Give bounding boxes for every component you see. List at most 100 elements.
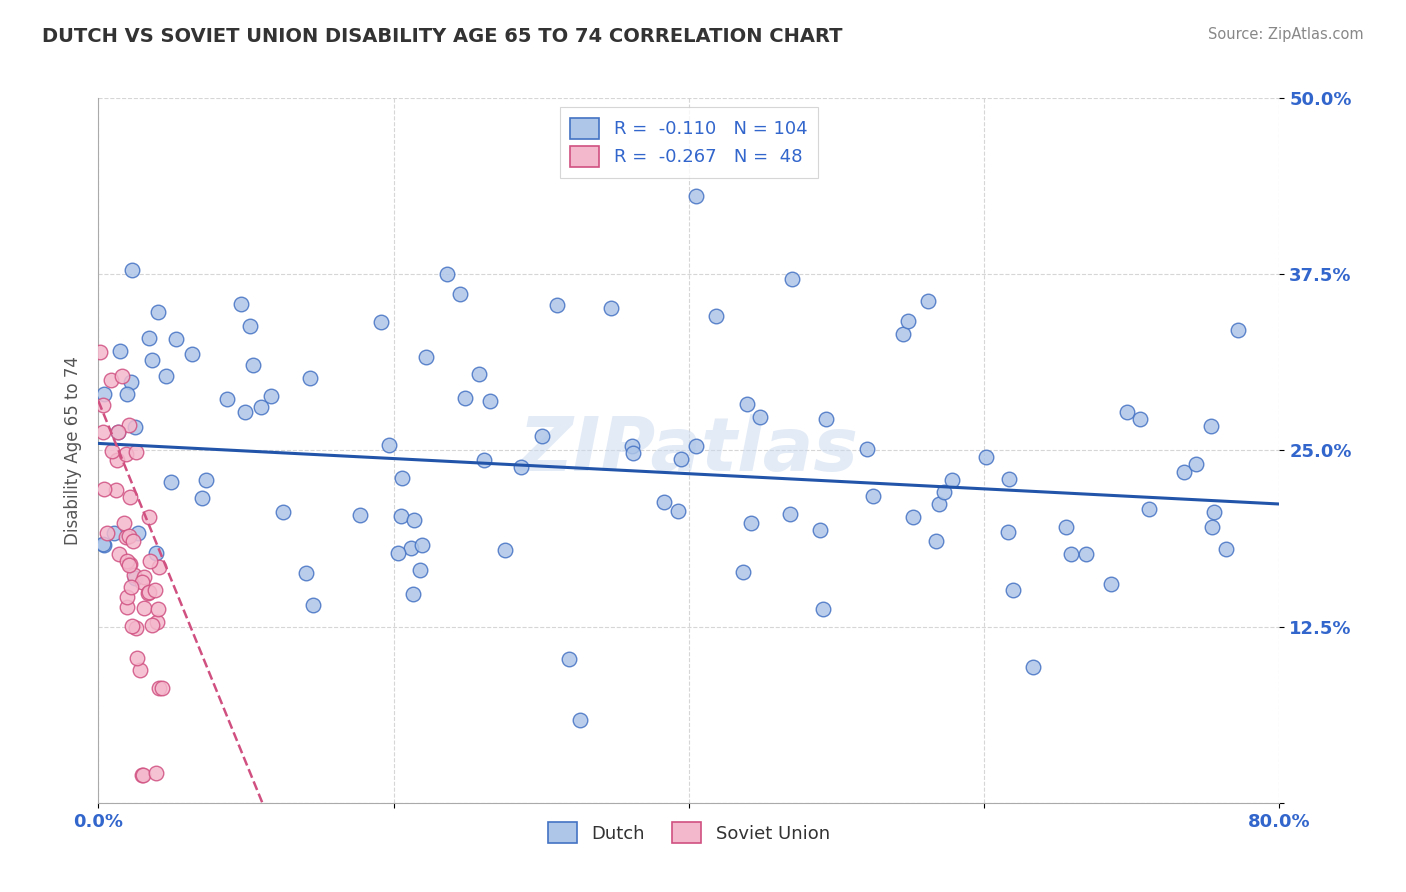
Point [1202,504,1225,518]
Point [1227,323,1250,337]
Point [901,509,924,524]
Point [685,439,707,453]
Point [238,318,260,333]
Point [409,563,432,577]
Point [974,450,997,465]
Point [108,344,131,359]
Point [148,681,170,696]
Point [260,389,283,403]
Point [141,353,163,368]
Point [472,452,495,467]
Point [143,582,166,597]
Point [180,347,202,361]
Point [120,375,142,389]
Point [121,619,143,633]
Point [391,471,413,485]
Point [93,386,115,401]
Point [117,600,139,615]
Point [145,615,167,629]
Y-axis label: Disability Age 65 to 74: Disability Age 65 to 74 [63,356,82,545]
Point [621,446,644,460]
Point [666,504,689,518]
Point [1199,419,1222,434]
Point [530,429,553,443]
Point [862,489,884,503]
Point [138,330,160,344]
Point [233,405,256,419]
Point [100,374,122,388]
Point [112,516,135,530]
Point [928,497,950,511]
Point [124,419,146,434]
Point [242,358,264,372]
Point [117,417,139,432]
Point [546,298,568,312]
Point [91,537,114,551]
Point [115,530,138,544]
Point [1173,465,1195,479]
Point [120,580,142,594]
Point [370,315,392,329]
Point [402,587,425,601]
Point [136,585,159,599]
Point [125,621,148,635]
Point [301,598,323,612]
Point [127,525,149,540]
Point [118,558,141,573]
Point [114,447,136,461]
Point [122,533,145,548]
Point [1099,577,1122,591]
Legend: Dutch, Soviet Union: Dutch, Soviet Union [541,815,837,850]
Point [1184,458,1206,472]
Point [131,575,153,590]
Point [779,507,801,521]
Point [917,294,939,309]
Point [115,387,138,401]
Point [148,560,170,574]
Point [387,546,409,560]
Point [138,585,160,599]
Point [146,305,169,319]
Point [1054,520,1077,534]
Point [128,663,150,677]
Point [141,618,163,632]
Point [231,297,253,311]
Point [101,444,124,458]
Point [404,513,426,527]
Point [148,601,170,615]
Point [731,565,754,579]
Point [124,568,146,582]
Point [436,267,458,281]
Point [1022,660,1045,674]
Point [934,484,956,499]
Point [295,566,318,581]
Point [1060,547,1083,561]
Point [415,351,437,365]
Point [108,547,131,561]
Point [557,651,579,665]
Point [749,410,772,425]
Point [195,474,218,488]
Text: DUTCH VS SOVIET UNION DISABILITY AGE 65 TO 74 CORRELATION CHART: DUTCH VS SOVIET UNION DISABILITY AGE 65 … [42,27,842,45]
Point [998,472,1021,486]
Point [1137,502,1160,516]
Point [91,425,114,439]
Point [704,309,727,323]
Point [941,473,963,487]
Point [621,439,644,453]
Point [145,766,167,780]
Point [139,554,162,568]
Point [105,452,128,467]
Point [115,591,138,605]
Point [735,397,758,411]
Point [124,571,146,585]
Point [118,529,141,543]
Point [191,491,214,506]
Point [134,570,156,584]
Point [155,368,177,383]
Point [1115,405,1137,419]
Point [134,600,156,615]
Point [1215,542,1237,557]
Point [813,601,835,615]
Point [740,516,762,530]
